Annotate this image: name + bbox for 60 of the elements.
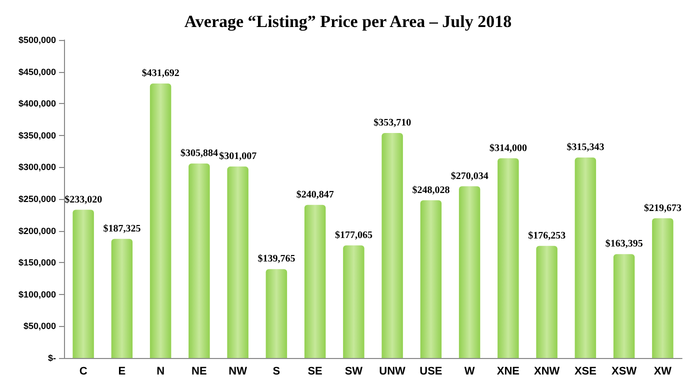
y-tick-label: $350,000	[18, 130, 56, 140]
bar	[343, 245, 364, 358]
data-label: $240,847	[296, 189, 334, 200]
bar	[536, 246, 558, 358]
data-label: $233,020	[64, 194, 102, 206]
x-tick-label: XW	[654, 366, 672, 378]
x-tick-label: N	[156, 366, 165, 378]
data-label: $163,395	[605, 238, 643, 250]
data-label: $176,253	[528, 230, 566, 242]
bar	[266, 269, 288, 358]
x-tick-label: UNW	[379, 366, 406, 378]
x-tick-label: XSE	[574, 366, 596, 378]
bar	[458, 186, 480, 358]
bar	[304, 204, 326, 358]
x-tick-label: C	[79, 366, 88, 378]
y-tick-label: $400,000	[18, 98, 56, 109]
y-tick-label: $300,000	[18, 162, 56, 172]
bar	[150, 83, 172, 358]
x-tick-label: S	[272, 366, 280, 378]
data-label: $353,710	[374, 118, 412, 129]
data-label: $315,343	[566, 142, 604, 153]
x-tick-label: W	[464, 366, 476, 378]
data-label: $314,000	[489, 142, 527, 154]
bar	[111, 238, 133, 358]
y-tick-label: $450,000	[18, 66, 56, 77]
data-label: $139,765	[258, 254, 296, 265]
y-tick-label: $50,000	[23, 321, 56, 332]
bar	[574, 157, 596, 358]
chart-title: Average “Listing” Price per Area – July 2018	[184, 12, 512, 31]
y-tick-label: $200,000	[18, 226, 56, 236]
x-tick-label: SW	[344, 366, 364, 378]
data-label: $431,692	[142, 68, 180, 79]
x-tick-label: XSW	[612, 366, 638, 378]
x-tick-label: NW	[228, 366, 248, 378]
x-tick-label: XNW	[534, 366, 560, 378]
bar	[498, 158, 519, 358]
y-tick-label: $500,000	[18, 35, 56, 45]
data-label: $305,884	[180, 148, 218, 159]
bar	[72, 210, 94, 358]
bar	[652, 218, 674, 358]
data-label: $187,325	[103, 223, 141, 234]
y-tick-label: $250,000	[18, 194, 56, 204]
data-label: $219,673	[644, 202, 682, 214]
y-tick-label: $-	[48, 353, 56, 363]
bar	[188, 163, 210, 358]
x-tick-label: E	[118, 366, 126, 378]
y-tick-label: $100,000	[18, 289, 56, 300]
data-label: $301,007	[219, 151, 257, 162]
x-tick-label: SE	[308, 366, 322, 378]
x-tick-label: XNE	[496, 366, 520, 378]
data-label: $248,028	[412, 184, 450, 196]
bar	[227, 166, 248, 358]
data-label: $177,065	[334, 230, 372, 241]
bar	[613, 254, 635, 358]
bar	[382, 133, 403, 358]
y-tick-label: $150,000	[18, 258, 56, 268]
x-tick-label: USE	[420, 366, 442, 378]
data-label: $270,034	[450, 170, 488, 182]
bar	[420, 200, 442, 358]
x-tick-label: NE	[192, 366, 207, 378]
